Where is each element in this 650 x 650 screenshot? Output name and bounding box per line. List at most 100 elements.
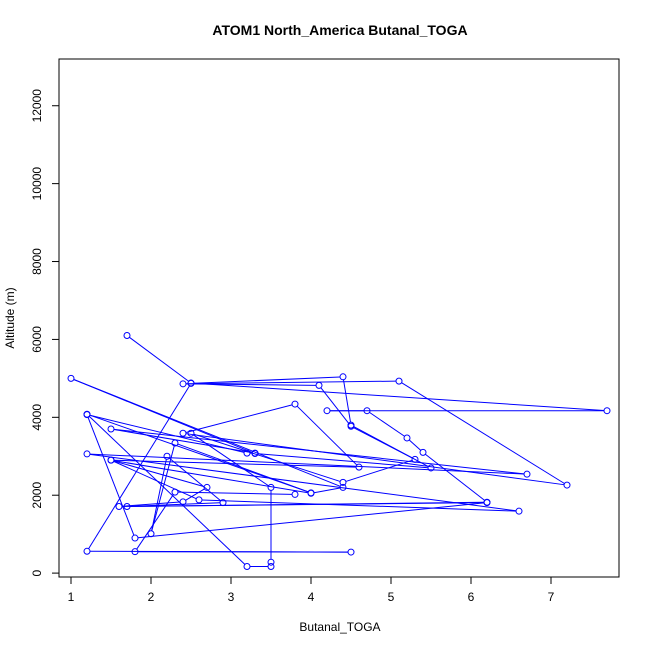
series-layer bbox=[67, 332, 611, 570]
series-segment bbox=[129, 336, 189, 382]
series-segment bbox=[168, 457, 222, 502]
series-segment bbox=[113, 460, 205, 488]
data-point bbox=[187, 429, 195, 437]
data-point bbox=[83, 450, 91, 458]
series-segment bbox=[185, 433, 565, 486]
data-point bbox=[195, 496, 203, 504]
data-point bbox=[563, 481, 571, 489]
series-segment bbox=[177, 491, 293, 495]
series-segment bbox=[121, 501, 181, 507]
data-point bbox=[315, 381, 323, 389]
series-segment bbox=[113, 459, 357, 468]
data-point bbox=[147, 530, 155, 538]
series-segment bbox=[185, 488, 205, 501]
data-point bbox=[339, 373, 347, 381]
series-segment bbox=[89, 414, 309, 493]
series-segment bbox=[313, 487, 341, 494]
series-segment bbox=[136, 494, 174, 550]
data-point bbox=[179, 498, 187, 506]
data-point bbox=[107, 425, 115, 433]
series-segment bbox=[342, 379, 352, 423]
y-axis: 0 2000 4000 6000 8000 10000 12000 bbox=[30, 89, 59, 576]
y-axis-label: Altitude (m) bbox=[3, 287, 17, 348]
series-segment bbox=[89, 414, 245, 453]
series-segment bbox=[88, 385, 190, 550]
y-tick-label: 4000 bbox=[30, 404, 44, 431]
series-segment bbox=[113, 428, 525, 475]
x-axis: 1 2 3 4 5 6 7 bbox=[68, 577, 555, 604]
data-point bbox=[267, 558, 275, 566]
data-point bbox=[179, 380, 187, 388]
data-point bbox=[603, 407, 611, 415]
x-tick-label: 2 bbox=[148, 590, 155, 604]
series-segment bbox=[353, 426, 429, 467]
x-tick-label: 1 bbox=[68, 590, 75, 604]
series-segment bbox=[257, 453, 429, 469]
data-point bbox=[291, 490, 299, 498]
data-point bbox=[123, 503, 131, 511]
data-point bbox=[323, 407, 331, 415]
data-point bbox=[219, 499, 227, 507]
y-tick-label: 12000 bbox=[30, 89, 44, 123]
data-point bbox=[523, 470, 531, 478]
data-point bbox=[163, 452, 171, 460]
series-segment bbox=[88, 415, 246, 565]
data-point bbox=[411, 455, 419, 463]
x-tick-label: 7 bbox=[548, 590, 555, 604]
data-point bbox=[267, 562, 275, 570]
data-point bbox=[355, 463, 363, 471]
data-point bbox=[347, 421, 355, 429]
data-point bbox=[363, 407, 371, 415]
y-tick-label: 2000 bbox=[30, 482, 44, 509]
y-tick-label: 10000 bbox=[30, 167, 44, 201]
y-tick-label: 0 bbox=[30, 569, 44, 576]
y-tick-label: 8000 bbox=[30, 248, 44, 275]
data-point bbox=[115, 503, 123, 511]
data-point bbox=[243, 562, 251, 570]
data-point bbox=[403, 434, 411, 442]
data-point bbox=[187, 379, 195, 387]
series-segment bbox=[73, 379, 253, 453]
series-segment bbox=[121, 502, 485, 507]
series-segment bbox=[151, 459, 167, 531]
data-point bbox=[131, 534, 139, 542]
series-segment bbox=[320, 387, 350, 425]
chart-title: ATOM1 North_America Butanal_TOGA bbox=[212, 22, 467, 38]
x-tick-label: 6 bbox=[468, 590, 475, 604]
data-point bbox=[251, 450, 259, 458]
series-segment bbox=[425, 453, 485, 501]
data-point bbox=[347, 548, 355, 556]
data-point bbox=[171, 439, 179, 447]
data-point bbox=[83, 411, 91, 419]
data-point bbox=[291, 400, 299, 408]
series-segment bbox=[401, 382, 565, 484]
series-segment bbox=[89, 453, 525, 475]
series-segment bbox=[185, 383, 317, 386]
data-point bbox=[395, 377, 403, 385]
series-segment bbox=[137, 502, 485, 539]
data-point bbox=[243, 449, 251, 457]
series-segment bbox=[193, 376, 341, 384]
data-point bbox=[483, 499, 491, 507]
series-segment bbox=[193, 433, 341, 482]
data-point bbox=[419, 448, 427, 456]
data-point bbox=[131, 548, 139, 556]
series-segment bbox=[369, 411, 405, 437]
data-point bbox=[123, 332, 131, 340]
x-tick-label: 3 bbox=[228, 590, 235, 604]
series-segment bbox=[113, 460, 309, 494]
data-point bbox=[171, 488, 179, 496]
data-point bbox=[515, 507, 523, 515]
x-axis-label: Butanal_TOGA bbox=[299, 620, 380, 634]
data-point bbox=[67, 374, 75, 382]
series-segment bbox=[185, 380, 397, 385]
data-point bbox=[267, 483, 275, 491]
x-tick-label: 4 bbox=[308, 590, 315, 604]
series-segment bbox=[345, 459, 413, 482]
x-tick-label: 5 bbox=[388, 590, 395, 604]
data-point bbox=[179, 429, 187, 437]
series-segment bbox=[408, 439, 422, 451]
data-point bbox=[83, 547, 91, 555]
series-segment bbox=[185, 404, 293, 434]
